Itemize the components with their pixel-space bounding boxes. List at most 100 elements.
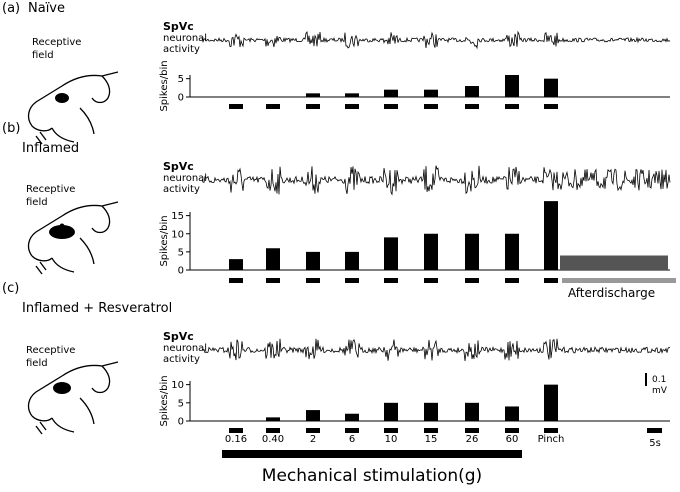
y-tick-label: 10	[171, 380, 184, 391]
stimulus-bar	[424, 104, 438, 109]
stimulus-bar	[266, 428, 280, 433]
afterdischarge-bar	[562, 278, 676, 283]
histogram-bar	[465, 86, 479, 97]
y-tick-label: 5	[178, 247, 184, 258]
field-label: Receptive	[26, 184, 75, 195]
stimulus-label: 10	[385, 434, 398, 445]
panel-title: Naïve	[28, 1, 65, 16]
histogram-bar	[424, 402, 438, 421]
trace-label: SpVc	[163, 330, 194, 343]
histogram-bar	[306, 93, 320, 97]
receptive-field	[55, 93, 69, 103]
stimulus-label: 0.16	[225, 434, 247, 445]
stimulus-bar	[424, 278, 438, 283]
y-tick-label: 15	[171, 211, 184, 222]
stimulus-bar	[345, 428, 359, 433]
neuronal-trace	[201, 30, 671, 50]
histogram-bar	[384, 89, 398, 97]
receptive-field	[49, 225, 75, 239]
histogram-bar	[505, 233, 519, 270]
histogram-bar	[306, 251, 320, 270]
y-axis-label: Spikes/bin	[159, 375, 170, 426]
stimulus-label: 15	[425, 434, 438, 445]
y-tick-label: 10	[171, 229, 184, 240]
neuronal-trace	[201, 165, 671, 196]
y-axis-label: Spikes/bin	[159, 60, 170, 111]
histogram-bar	[544, 201, 558, 270]
trace-label: activity	[163, 354, 200, 365]
field-label: field	[32, 50, 54, 61]
stimulus-bar	[229, 428, 243, 433]
y-axis-label: Spikes/bin	[159, 215, 170, 266]
stimulation-title: Mechanical stimulation(g)	[262, 466, 482, 486]
stimulus-bar	[505, 278, 519, 283]
rat-drawing	[27, 361, 119, 435]
stimulus-bar	[306, 428, 320, 433]
histogram-bar	[424, 233, 438, 270]
histogram-bar	[505, 406, 519, 421]
histogram-bar	[505, 75, 519, 97]
stimulus-label: 6	[349, 434, 355, 445]
panel-label: (c)	[2, 281, 19, 296]
time-scale-bar	[647, 428, 662, 433]
stimulus-bar	[465, 278, 479, 283]
y-tick-label: 5	[178, 398, 184, 409]
receptive-field	[53, 382, 71, 394]
rat-drawing	[27, 201, 119, 275]
histogram-bar	[384, 402, 398, 421]
histogram-bar	[266, 248, 280, 270]
stimulus-bar	[266, 104, 280, 109]
stimulus-bar	[505, 428, 519, 433]
field-label: field	[26, 197, 48, 208]
voltage-scale-label: mV	[652, 386, 668, 396]
histogram-bar	[384, 237, 398, 270]
histogram-bar	[544, 78, 558, 97]
stimulation-range	[222, 450, 522, 458]
histogram-bar	[345, 413, 359, 421]
stimulus-bar	[345, 104, 359, 109]
stimulus-label: Pinch	[538, 434, 565, 445]
histogram-bar	[345, 93, 359, 97]
stimulus-bar	[306, 104, 320, 109]
histogram-bar	[345, 251, 359, 270]
field-label: Receptive	[26, 345, 75, 356]
histogram-bar	[229, 259, 243, 270]
trace-label: activity	[163, 44, 200, 55]
time-scale-label: 5s	[649, 438, 661, 449]
trace-label: neuronal	[163, 33, 207, 44]
y-tick-label: 0	[178, 417, 184, 428]
stimulus-bar	[465, 428, 479, 433]
histogram-bar	[266, 417, 280, 421]
stimulus-bar	[424, 428, 438, 433]
field-label: field	[26, 358, 48, 369]
panel-title: Inflamed + Resveratrol	[22, 301, 172, 316]
stimulus-label: 26	[466, 434, 479, 445]
histogram-bar	[544, 384, 558, 421]
stimulus-bar	[544, 428, 558, 433]
stimulus-bar	[465, 104, 479, 109]
stimulus-label: 2	[310, 434, 316, 445]
panel-label: (b)	[2, 121, 20, 136]
histogram-bar	[306, 410, 320, 421]
histogram-bar	[424, 89, 438, 97]
trace-label: neuronal	[163, 343, 207, 354]
afterdischarge-bars	[560, 255, 668, 270]
stimulus-bar	[345, 278, 359, 283]
stimulus-bar	[266, 278, 280, 283]
histogram-bar	[465, 233, 479, 270]
y-tick-label: 0	[178, 266, 184, 277]
stimulus-label: 60	[506, 434, 519, 445]
stimulus-bar	[229, 278, 243, 283]
trace-label: SpVc	[163, 160, 194, 173]
field-label: Receptive	[32, 37, 81, 48]
stimulus-label: 0.40	[262, 434, 284, 445]
panel-label: (a)	[2, 1, 20, 16]
trace-label: SpVc	[163, 20, 194, 33]
stimulus-bar	[384, 278, 398, 283]
stimulus-bar	[384, 104, 398, 109]
stimulus-bar	[505, 104, 519, 109]
stimulus-bar	[384, 428, 398, 433]
histogram-bar	[465, 402, 479, 421]
trace-label: neuronal	[163, 173, 207, 184]
